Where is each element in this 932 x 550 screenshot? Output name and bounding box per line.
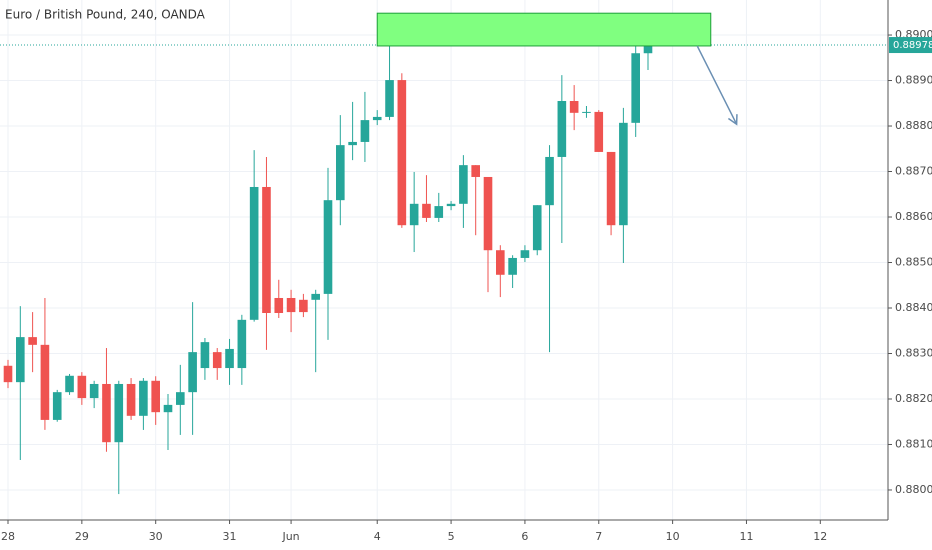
candle-body	[262, 186, 271, 314]
x-tick-label: 10	[666, 530, 680, 543]
x-tick-label: 31	[223, 530, 237, 543]
candle-body	[643, 45, 653, 54]
candle-body	[348, 141, 357, 146]
candle-body	[311, 293, 320, 300]
zone-box	[376, 12, 712, 47]
arrow	[696, 45, 738, 126]
candle-body	[225, 348, 234, 369]
x-tick-label: 30	[149, 530, 163, 543]
candle-body	[594, 111, 604, 152]
candle-body	[188, 352, 197, 393]
candle-body	[89, 383, 99, 399]
candle-body	[28, 337, 37, 345]
chart-title: Euro / British Pound, 240, OANDA	[5, 8, 206, 22]
candle-body	[16, 337, 25, 383]
candle-body	[582, 111, 591, 113]
candle-body	[114, 383, 124, 443]
x-tick-label: 7	[595, 530, 602, 543]
x-tick-label: 12	[813, 530, 827, 543]
candle-body	[360, 120, 370, 142]
candle-body	[496, 250, 505, 275]
candle-body	[545, 156, 554, 206]
candle-body	[323, 200, 333, 294]
candle-body	[483, 176, 493, 251]
candle-body	[434, 206, 444, 218]
candle-body	[508, 257, 517, 275]
x-tick-label: 4	[374, 530, 381, 543]
candle-body	[372, 116, 382, 121]
candle-body	[237, 319, 247, 369]
candle-body	[520, 250, 530, 258]
candle-body	[163, 404, 173, 413]
candle-body	[52, 392, 62, 420]
candle-body	[299, 299, 308, 313]
candle-body	[176, 392, 185, 405]
candle-body	[3, 365, 13, 383]
candle-body	[40, 344, 50, 420]
candle-body	[102, 383, 111, 443]
candle-body	[200, 342, 210, 369]
x-tick-label: 28	[1, 530, 15, 543]
x-tick-label: 11	[739, 530, 753, 543]
candle-body	[212, 352, 222, 369]
candle-body	[397, 80, 407, 226]
candle-body	[65, 375, 74, 393]
candle-body	[385, 80, 394, 117]
last-price-label: 0.88978	[893, 40, 932, 51]
candle-body	[532, 205, 542, 251]
last-price-box	[889, 37, 932, 54]
x-tick-label: 29	[75, 530, 89, 543]
candle-body	[126, 383, 136, 416]
candle-body	[459, 165, 468, 204]
candle-body	[151, 380, 160, 413]
candle-body	[409, 203, 419, 226]
candle-body	[569, 100, 579, 113]
candle-body	[631, 53, 640, 123]
x-tick-label: Jun	[281, 530, 299, 543]
candle-body	[557, 100, 567, 157]
candle-body	[422, 203, 431, 218]
candle-body	[619, 122, 628, 226]
candle-body	[139, 380, 148, 416]
candle-body	[336, 145, 345, 201]
candle-body	[77, 375, 87, 399]
candle-body	[471, 165, 480, 177]
candle-body	[274, 297, 284, 314]
x-tick-label: 5	[448, 530, 455, 543]
candle-body	[249, 186, 259, 320]
x-tick-label: 6	[521, 530, 528, 543]
candle-body	[606, 151, 616, 226]
candle-body	[446, 203, 456, 207]
candle-body	[286, 297, 296, 313]
